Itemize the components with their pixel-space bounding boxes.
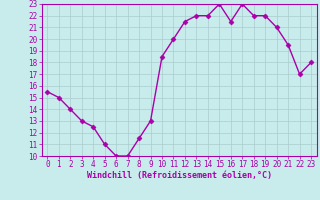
X-axis label: Windchill (Refroidissement éolien,°C): Windchill (Refroidissement éolien,°C): [87, 171, 272, 180]
